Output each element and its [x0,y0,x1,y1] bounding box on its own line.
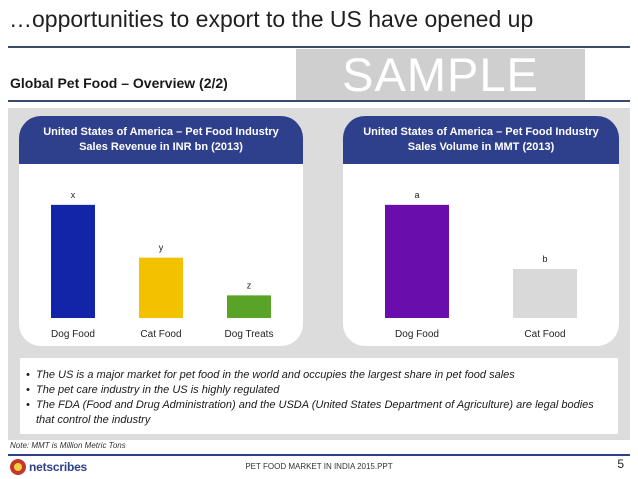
category-label: Dog Treats [225,329,274,340]
bullet-symbol: • [26,384,30,396]
bar-cat-food [139,257,183,318]
data-label: y [159,243,164,253]
page-number: 5 [617,457,624,471]
revenue-bar-chart: x Dog Food y Cat Food z Dog Treats [51,190,274,340]
sample-watermark-text: SAMPLE [342,48,539,101]
bullet-text: The pet care industry in the US is highl… [36,384,280,396]
logo-text: netscribes [29,460,88,474]
data-label: b [542,254,547,264]
bullet-item: • The US is a major market for pet food … [26,368,612,383]
title-divider [8,46,630,48]
bullet-text: The US is a major market for pet food in… [36,369,515,381]
slide-title: …opportunities to export to the US have … [9,6,534,32]
revenue-chart-panel: United States of America – Pet Food Indu… [19,116,303,346]
section-subtitle: Global Pet Food – Overview (2/2) [10,75,228,91]
revenue-chart-title: United States of America – Pet Food Indu… [19,116,303,164]
logo-globe-icon [10,459,26,475]
bullet-symbol: • [26,369,30,381]
category-label: Cat Food [524,329,565,340]
volume-chart-title-line1: United States of America – Pet Food Indu… [363,126,599,138]
revenue-chart-title-line1: United States of America – Pet Food Indu… [43,126,279,138]
document-name: PET FOOD MARKET IN INDIA 2015.PPT [245,462,393,471]
volume-chart-panel: United States of America – Pet Food Indu… [343,116,619,346]
revenue-chart-title-line2: Sales Revenue in INR bn (2013) [79,141,243,153]
data-label: a [414,190,419,200]
category-label: Cat Food [140,329,181,340]
bullet-text: The FDA (Food and Drug Administration) a… [36,399,594,426]
footnote: Note: MMT is Million Metric Tons [10,441,126,450]
bullet-item: • The pet care industry in the US is hig… [26,383,612,398]
bar-dog-food [385,204,449,318]
netscribes-logo: netscribes [10,459,87,475]
category-label: Dog Food [51,329,95,340]
volume-chart-title-line2: Sales Volume in MMT (2013) [407,141,555,153]
data-label: z [247,280,252,290]
bullet-symbol: • [26,399,30,411]
footer-divider [8,454,630,456]
bullet-item: • The FDA (Food and Drug Administration)… [26,398,612,428]
sample-watermark: SAMPLE [296,49,585,101]
key-points: • The US is a major market for pet food … [20,358,618,434]
bar-cat-food [513,268,577,318]
subtitle-divider [8,100,630,102]
volume-bar-chart: a Dog Food b Cat Food [385,190,577,340]
bar-dog-treats [227,295,271,318]
bar-dog-food [51,204,95,318]
category-label: Dog Food [395,329,439,340]
data-label: x [71,190,76,200]
volume-chart-title: United States of America – Pet Food Indu… [343,116,619,164]
